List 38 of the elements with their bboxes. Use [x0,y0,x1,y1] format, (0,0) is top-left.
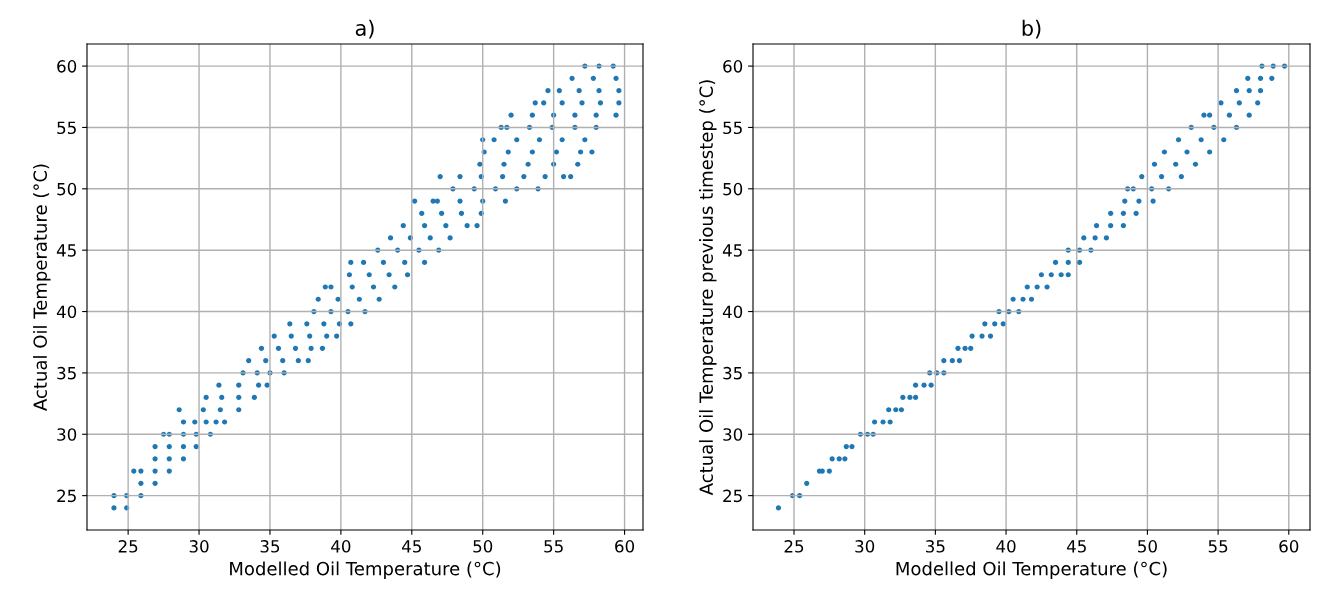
y-tick-label: 50 [723,182,743,196]
y-tick-label: 40 [722,305,743,319]
x-tick-label: 40 [996,540,1016,553]
y-tick-label: 60 [57,60,77,73]
y-tick-label: 30 [57,428,77,441]
y-tick-label: 35 [57,366,76,380]
y-axis-title: Actual Oil Temperature previous timestep (°C) [699,80,717,496]
x-axis-title: Modelled Oil Temperature (°C) [896,561,1167,579]
x-tick-label: 35 [926,540,945,553]
x-tick-label: 30 [189,540,209,553]
x-tick-label: 45 [1066,540,1086,553]
chart-title: a) [355,19,374,39]
x-tick-label: 40 [331,540,351,553]
y-tick-label: 50 [57,182,77,196]
y-tick-label: 25 [57,489,76,503]
x-tick-label: 25 [118,540,138,553]
y-tick-label: 30 [723,428,743,441]
x-tick-label: 55 [544,540,563,553]
x-tick-label: 30 [855,540,875,553]
y-tick-label: 45 [56,244,76,257]
y-tick-label: 35 [723,366,742,380]
y-tick-label: 25 [723,489,742,503]
x-tick-label: 55 [1208,540,1228,553]
x-tick-label: 60 [615,540,635,553]
x-tick-label: 50 [473,540,493,553]
y-tick-label: 55 [723,121,742,135]
x-tick-label: 45 [402,540,421,553]
chart-title: b) [1022,19,1041,39]
x-axis-title: Modelled Oil Temperature (°C) [230,561,501,579]
x-tick-label: 60 [1279,540,1299,553]
y-tick-label: 60 [723,60,743,73]
y-tick-label: 45 [722,244,742,257]
x-tick-label: 50 [1138,540,1157,553]
y-axis-title: Actual Oil Temperature (°C) [33,164,51,411]
x-tick-label: 25 [784,540,804,553]
y-tick-label: 55 [57,121,76,135]
y-tick-label: 40 [56,305,77,319]
x-tick-label: 35 [260,540,280,553]
